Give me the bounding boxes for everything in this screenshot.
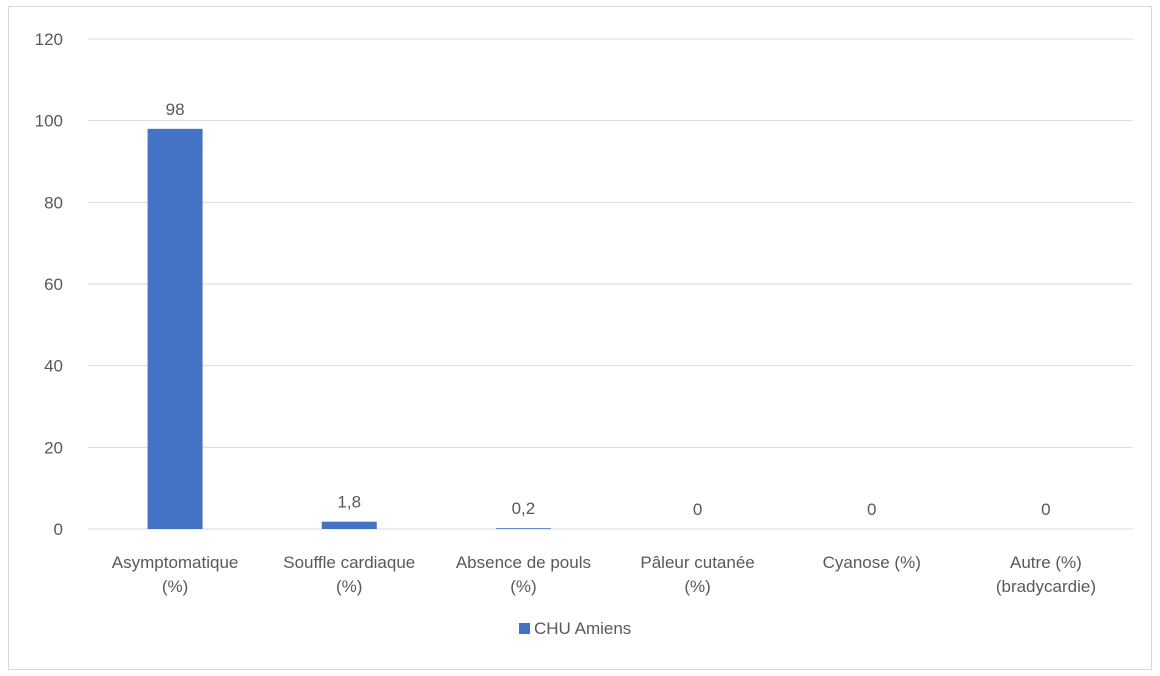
legend: CHU Amiens — [519, 619, 631, 638]
x-tick-label: Cyanose (%) — [823, 553, 921, 572]
x-tick-label: (bradycardie) — [996, 577, 1096, 596]
x-tick-label: Autre (%) — [1010, 553, 1082, 572]
x-tick-label: (%) — [510, 577, 536, 596]
data-label: 0,2 — [512, 499, 536, 518]
bar — [321, 521, 377, 529]
data-label: 0 — [693, 500, 702, 519]
bar — [495, 528, 551, 529]
x-tick-label: (%) — [162, 577, 188, 596]
y-tick-label: 80 — [44, 193, 63, 212]
y-tick-label: 60 — [44, 275, 63, 294]
data-label: 0 — [1041, 500, 1050, 519]
legend-label: CHU Amiens — [534, 619, 631, 638]
bar — [147, 128, 203, 529]
y-tick-label: 20 — [44, 438, 63, 457]
bar-chart: 0 20 40 60 80 100 120 98 1,8 0,2 0 0 0 Asymptomatiq… — [35, 30, 1133, 638]
x-tick-label: Pâleur cutanée — [640, 553, 754, 572]
data-label: 1,8 — [337, 493, 361, 512]
bars — [147, 128, 551, 529]
data-label: 0 — [867, 500, 876, 519]
x-tick-label: Souffle cardiaque — [283, 553, 415, 572]
y-axis-ticks: 0 20 40 60 80 100 120 — [35, 30, 63, 539]
y-tick-label: 100 — [35, 112, 63, 131]
legend-swatch — [519, 623, 530, 634]
x-tick-label: Asymptomatique — [112, 553, 239, 572]
chart-frame: 0 20 40 60 80 100 120 98 1,8 0,2 0 0 0 Asymptomatiq… — [8, 6, 1152, 670]
y-tick-label: 40 — [44, 357, 63, 376]
x-axis-labels: Asymptomatique (%) Souffle cardiaque (%) Abs… — [112, 553, 1096, 596]
x-tick-label: (%) — [336, 577, 362, 596]
gridlines — [88, 38, 1133, 530]
data-label: 98 — [166, 100, 185, 119]
x-tick-label: Absence de pouls — [456, 553, 591, 572]
y-tick-label: 0 — [54, 520, 63, 539]
x-tick-label: (%) — [684, 577, 710, 596]
y-tick-label: 120 — [35, 30, 63, 49]
data-labels: 98 1,8 0,2 0 0 0 — [166, 100, 1051, 519]
